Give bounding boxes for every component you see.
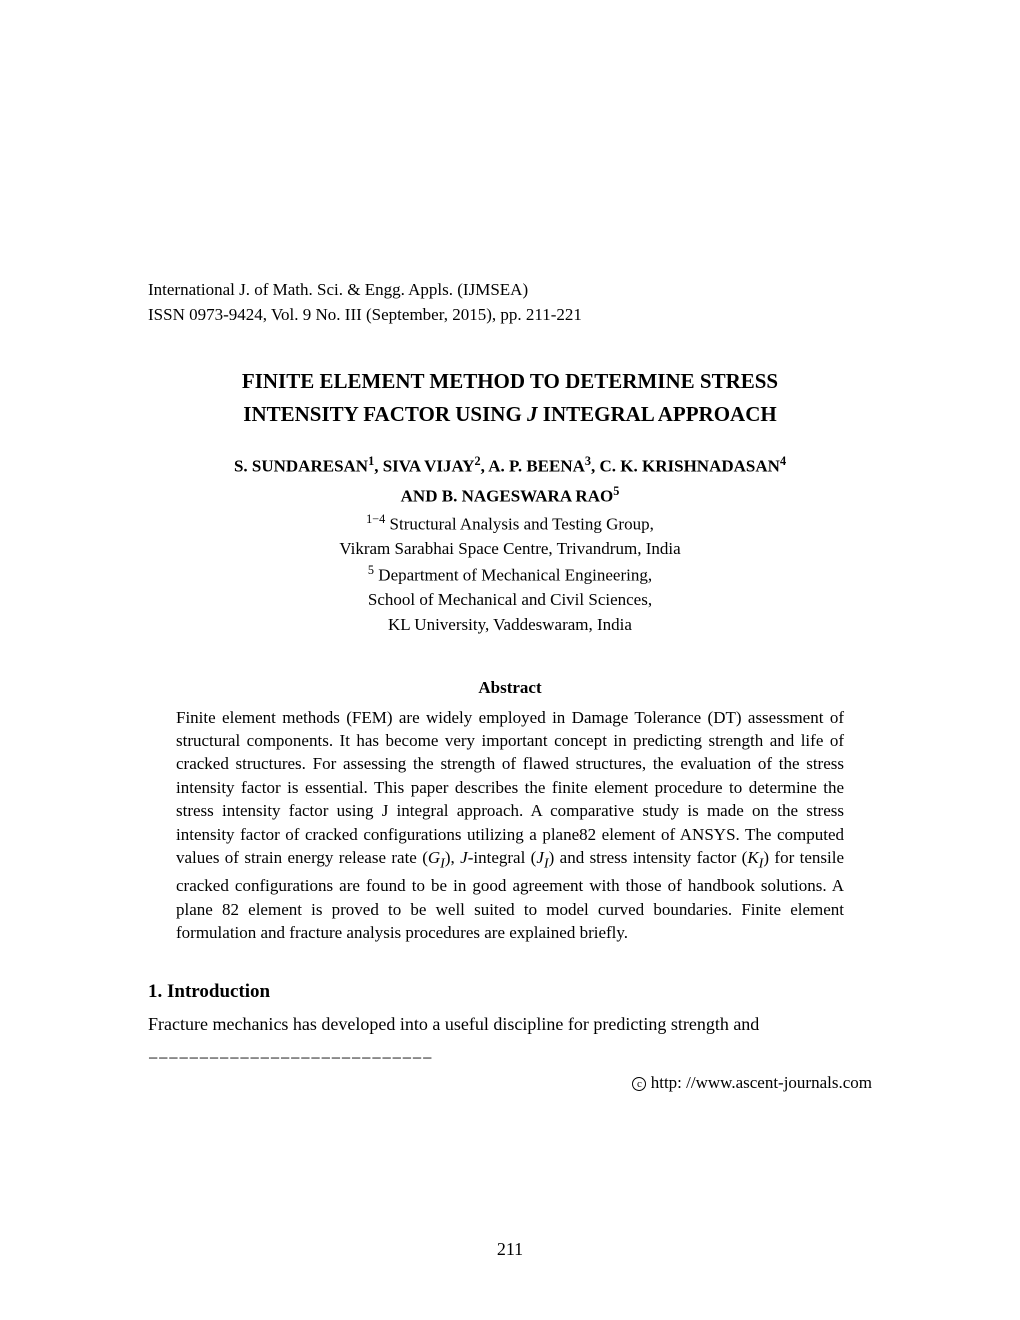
author-3: A. P. BEENA (488, 457, 585, 476)
aff-line1: Structural Analysis and Testing Group, (385, 515, 654, 534)
aff-sup-1: 1−4 (366, 512, 385, 526)
title-line2-post: INTEGRAL APPROACH (538, 402, 777, 426)
author-4-sup: 4 (780, 454, 786, 468)
abstract-body: Finite element methods (FEM) are widely … (176, 706, 844, 945)
journal-issn: ISSN 0973-9424, Vol. 9 No. III (Septembe… (148, 303, 872, 328)
abstract-j: J (460, 848, 468, 867)
abstract-heading: Abstract (148, 678, 872, 698)
author-2-sup: 2 (475, 454, 481, 468)
aff-line3: Department of Mechanical Engineering, (374, 566, 652, 585)
paper-title: FINITE ELEMENT METHOD TO DETERMINE STRES… (148, 365, 872, 430)
author-2: SIVA VIJAY (383, 457, 475, 476)
copyright-icon: c (632, 1077, 646, 1091)
title-line2-italic: J (527, 402, 538, 426)
title-line2-pre: INTENSITY FACTOR USING (243, 402, 527, 426)
abstract-p4: ) and stress intensity factor ( (549, 848, 748, 867)
author-1: S. SUNDARESAN (234, 457, 368, 476)
page: International J. of Math. Sci. & Engg. A… (0, 0, 1020, 1320)
aff-line2: Vikram Sarabhai Space Centre, Trivandrum… (148, 537, 872, 562)
author-4: C. K. KRISHNADASAN (600, 457, 780, 476)
abstract-k: K (747, 848, 758, 867)
separator: −−−−−−−−−−−−−−−−−−−−−−−−−−−− (148, 1048, 872, 1069)
abstract-g: G (428, 848, 440, 867)
authors-and: AND (401, 487, 442, 506)
section-1-text: Fracture mechanics has developed into a … (148, 1011, 872, 1038)
affiliation-1: 1−4 Structural Analysis and Testing Grou… (148, 511, 872, 537)
journal-name: International J. of Math. Sci. & Engg. A… (148, 278, 872, 303)
abstract-p3: -integral ( (468, 848, 537, 867)
section-1-heading: 1. Introduction (148, 981, 872, 1003)
author-1-sup: 1 (368, 454, 374, 468)
abstract-p2: ), (445, 848, 460, 867)
abstract-j2: J (536, 848, 544, 867)
affiliations: 1−4 Structural Analysis and Testing Grou… (148, 511, 872, 638)
authors-line1: S. SUNDARESAN1, SIVA VIJAY2, A. P. BEENA… (148, 452, 872, 480)
authors-line2: AND B. NAGESWARA RAO5 (148, 484, 872, 507)
affiliation-2: 5 Department of Mechanical Engineering, (148, 562, 872, 588)
page-number: 211 (0, 1239, 1020, 1260)
aff-line4: School of Mechanical and Civil Sciences, (148, 588, 872, 613)
copyright-text: http: //www.ascent-journals.com (646, 1073, 872, 1092)
title-line1: FINITE ELEMENT METHOD TO DETERMINE STRES… (148, 365, 872, 398)
journal-info: International J. of Math. Sci. & Engg. A… (148, 278, 872, 327)
abstract-p1: Finite element methods (FEM) are widely … (176, 708, 844, 868)
copyright-line: c http: //www.ascent-journals.com (148, 1073, 872, 1093)
aff-line5: KL University, Vaddeswaram, India (148, 613, 872, 638)
author-5-sup: 5 (613, 484, 619, 498)
author-3-sup: 3 (585, 454, 591, 468)
author-5: B. NAGESWARA RAO (442, 487, 613, 506)
title-line2: INTENSITY FACTOR USING J INTEGRAL APPROA… (148, 398, 872, 431)
